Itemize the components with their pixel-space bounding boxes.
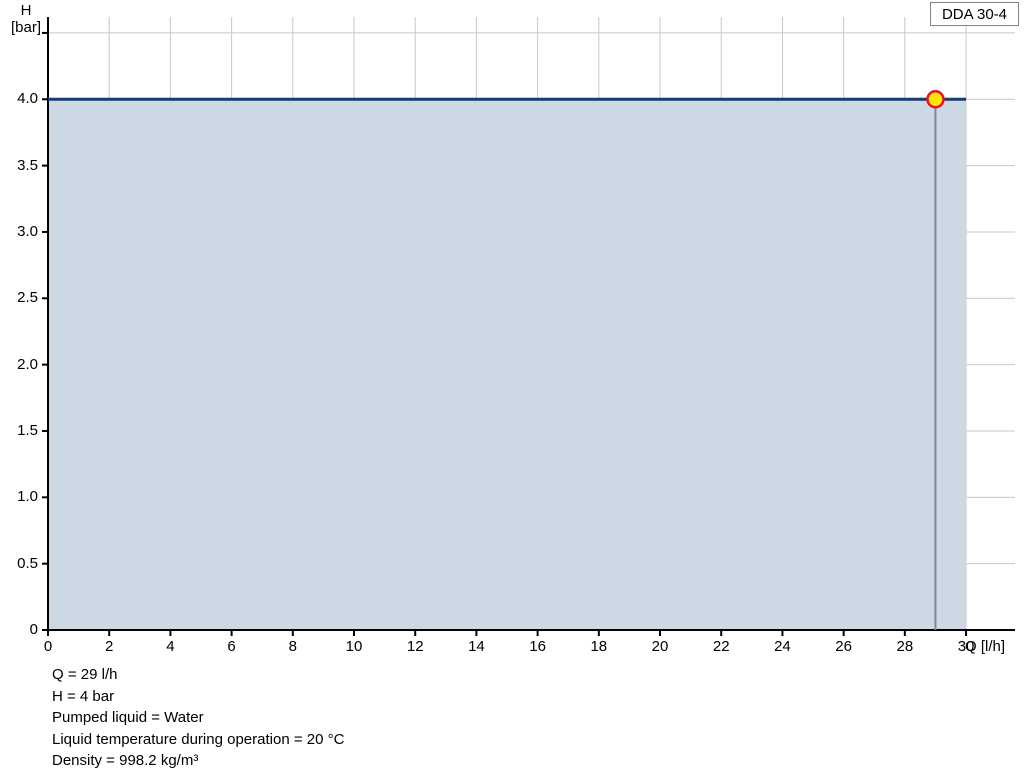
legend-box[interactable]: DDA 30-4 [930,2,1019,26]
y-tick-label: 2.5 [17,289,38,307]
y-axis-unit: [bar] [10,19,41,36]
x-tick-label: 26 [835,638,852,655]
x-tick-label: 12 [406,638,424,655]
y-tick-label: 4.0 [17,90,38,108]
x-tick-label: 8 [288,638,297,655]
curve-fill-area [48,99,967,631]
axis-lines [42,17,1015,631]
y-axis-symbol: H [20,2,32,19]
caption-line: Liquid temperature during operation = 20… [52,730,345,748]
x-tick-label: 20 [651,638,669,655]
x-tick-label: 4 [166,638,175,655]
x-tick-label: 6 [227,638,236,655]
y-tick-label: 3.0 [17,222,38,240]
y-tick-label: 1.5 [17,421,38,439]
x-tick-label: 28 [896,638,914,655]
x-axis-title: Q [l/h] [965,638,1006,655]
y-tick-label: 1.0 [17,488,38,506]
y-tick-label: 3.5 [17,156,38,174]
x-tick-label: 10 [345,638,363,655]
legend-label: DDA 30-4 [941,5,1008,23]
caption-line: Density = 998.2 kg/m³ [52,752,199,769]
x-tick-label: 24 [774,638,791,655]
x-tick-label: 16 [529,638,546,655]
y-tick-label: 0 [29,621,38,638]
y-tick-label: 2.0 [17,355,38,373]
y-axis-title: H [bar] [6,2,46,36]
caption-line: Pumped liquid = Water [52,709,204,726]
caption-block: Q = 29 l/h H = 4 bar Pumped liquid = Water… [52,664,344,772]
y-tick-label: 0.5 [17,554,38,572]
x-tick-label: 0 [43,638,53,655]
x-tick-label: 22 [712,638,730,655]
caption-line: H = 4 bar [52,687,115,705]
x-tick-label: 18 [590,638,608,655]
x-tick-label: 30 [957,638,975,655]
x-tick-label: 2 [105,638,114,655]
caption-line: Q = 29 l/h [52,666,118,683]
duty-point-marker[interactable] [926,90,945,109]
x-tick-label: 14 [468,638,485,655]
axis-tick-marks [42,31,968,636]
